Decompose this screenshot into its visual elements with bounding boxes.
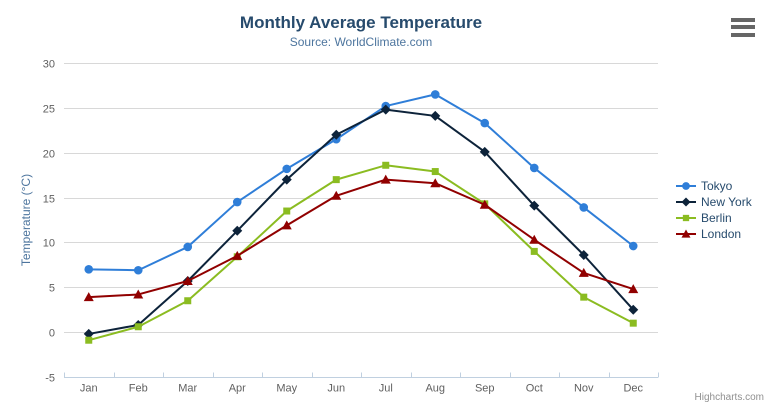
data-point-marker[interactable] [331, 190, 342, 200]
data-point-marker[interactable] [281, 220, 292, 230]
chart-title: Monthly Average Temperature [239, 13, 483, 32]
data-point-marker[interactable] [380, 174, 391, 184]
data-point-marker[interactable] [183, 242, 193, 252]
data-point-marker[interactable] [578, 249, 589, 260]
data-point-marker[interactable] [681, 197, 691, 207]
legend-item-label: Tokyo [701, 179, 733, 193]
highcharts-credits-link[interactable]: Highcharts.com [694, 392, 764, 403]
x-axis-tick-label: Jul [379, 383, 393, 395]
data-point-marker[interactable] [578, 267, 589, 277]
data-point-marker[interactable] [84, 265, 94, 274]
hamburger-menu-icon [731, 25, 755, 29]
data-point-marker[interactable] [232, 197, 242, 207]
y-axis-tick-label: 20 [43, 149, 55, 161]
data-point-marker[interactable] [332, 176, 340, 184]
data-point-marker[interactable] [681, 229, 691, 238]
data-point-marker[interactable] [134, 323, 142, 331]
data-point-marker[interactable] [283, 207, 291, 215]
series-line [87, 178, 635, 299]
data-point-marker[interactable] [232, 250, 243, 260]
data-point-marker[interactable] [430, 90, 440, 99]
series-london [83, 174, 639, 302]
x-axis-tick-label: Jun [327, 383, 345, 395]
data-point-marker[interactable] [380, 104, 391, 115]
triangle-legend-marker-icon [676, 229, 696, 238]
data-point-marker[interactable] [682, 182, 690, 190]
data-point-marker[interactable] [529, 200, 540, 211]
data-point-marker[interactable] [133, 265, 143, 275]
x-axis-tick-label: Dec [623, 383, 643, 395]
legend-item-label: Berlin [701, 211, 732, 225]
data-point-marker[interactable] [232, 225, 243, 236]
hamburger-menu-icon [731, 17, 755, 22]
legend-item-london[interactable]: London [676, 226, 752, 242]
series-line [87, 93, 635, 272]
data-point-marker[interactable] [579, 203, 589, 212]
legend-item-label: London [701, 227, 742, 241]
data-point-marker[interactable] [281, 174, 292, 185]
data-point-marker[interactable] [479, 199, 490, 209]
y-axis-tick-label: 25 [43, 104, 55, 116]
data-point-marker[interactable] [628, 304, 639, 315]
data-point-marker[interactable] [529, 234, 540, 244]
data-point-marker[interactable] [133, 289, 144, 299]
y-axis-tick-label: 0 [49, 328, 55, 340]
chart-subtitle: Source: WorldClimate.com [289, 35, 433, 49]
data-point-marker[interactable] [430, 178, 441, 188]
data-point-marker[interactable] [83, 292, 94, 302]
hamburger-menu-icon [731, 32, 755, 37]
x-axis-tick-label: Oct [526, 383, 543, 395]
data-point-marker[interactable] [331, 129, 342, 140]
data-point-marker[interactable] [628, 241, 638, 251]
legend-item-berlin[interactable]: Berlin [676, 210, 752, 226]
chart-legend: Tokyo New York Berlin London [676, 178, 752, 242]
legend-item-new-york[interactable]: New York [676, 194, 752, 210]
circle-legend-marker-icon [676, 182, 696, 190]
x-axis-tick-label: Aug [425, 383, 445, 395]
x-axis-tick-label: Sep [475, 383, 495, 395]
data-point-marker[interactable] [629, 319, 637, 327]
x-axis-tick-label: Jan [80, 383, 98, 395]
data-point-marker[interactable] [182, 276, 193, 286]
data-point-marker[interactable] [580, 293, 588, 301]
x-axis-tick-label: Mar [178, 383, 197, 395]
chart-context-menu-button[interactable] [729, 15, 757, 39]
series-line [87, 108, 635, 335]
data-point-marker[interactable] [682, 214, 690, 222]
diamond-legend-marker-icon [676, 197, 696, 207]
y-axis-tick-label: 5 [49, 283, 55, 295]
y-axis-title: Temperature (°C) [19, 173, 33, 267]
data-point-marker[interactable] [529, 163, 539, 173]
data-point-marker[interactable] [382, 161, 390, 169]
data-point-marker[interactable] [480, 118, 490, 128]
series-line [87, 164, 635, 342]
x-axis-tick-label: Nov [574, 383, 594, 395]
y-axis-tick-label: -5 [45, 373, 55, 385]
data-point-marker[interactable] [628, 284, 639, 294]
x-axis-tick-label: Apr [229, 383, 246, 395]
data-point-marker[interactable] [430, 110, 441, 121]
x-axis-tick-label: Feb [129, 383, 148, 395]
data-point-marker[interactable] [282, 164, 292, 174]
data-point-marker[interactable] [431, 168, 439, 176]
data-point-marker[interactable] [85, 336, 93, 344]
data-point-marker[interactable] [530, 247, 538, 255]
data-point-marker[interactable] [83, 328, 94, 339]
y-axis-tick-label: 30 [43, 59, 55, 71]
legend-item-label: New York [701, 195, 752, 209]
x-axis-tick-label: May [276, 383, 297, 395]
square-legend-marker-icon [676, 214, 696, 222]
data-point-marker[interactable] [479, 146, 490, 157]
series-tokyo [84, 90, 638, 275]
legend-item-tokyo[interactable]: Tokyo [676, 178, 752, 194]
series-new-york [83, 104, 639, 339]
data-point-marker[interactable] [184, 297, 192, 305]
y-axis-tick-label: 15 [43, 194, 55, 206]
y-axis-tick-label: 10 [43, 238, 55, 250]
